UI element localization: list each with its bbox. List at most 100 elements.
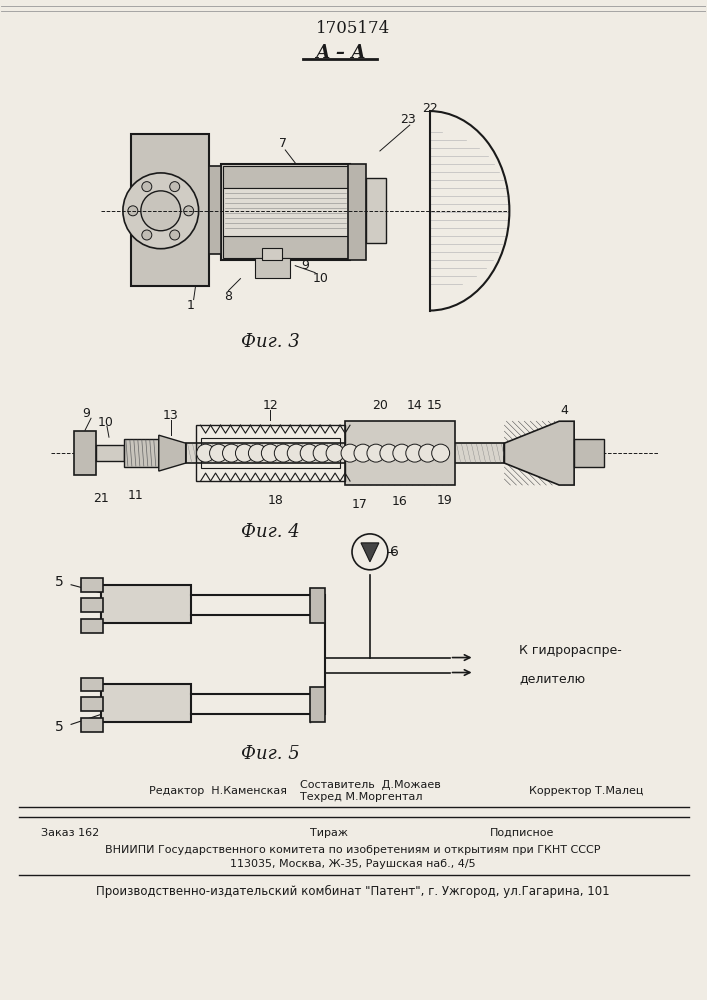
Circle shape bbox=[354, 444, 372, 462]
Text: 5: 5 bbox=[54, 720, 64, 734]
Circle shape bbox=[341, 444, 359, 462]
Text: Заказ 162: Заказ 162 bbox=[41, 828, 100, 838]
Bar bbox=[209, 166, 221, 254]
Circle shape bbox=[197, 444, 214, 462]
Bar bbox=[124, 439, 159, 467]
Polygon shape bbox=[504, 421, 574, 485]
Text: 12: 12 bbox=[262, 399, 278, 412]
Text: 17: 17 bbox=[352, 498, 368, 511]
Text: делителю: делителю bbox=[520, 672, 585, 685]
Bar bbox=[81, 718, 103, 732]
Bar bbox=[223, 166, 348, 188]
Bar bbox=[131, 134, 209, 286]
Circle shape bbox=[128, 206, 138, 216]
Circle shape bbox=[419, 444, 437, 462]
Circle shape bbox=[141, 191, 181, 231]
Text: 7: 7 bbox=[279, 137, 287, 150]
Text: К гидрораспре-: К гидрораспре- bbox=[520, 644, 622, 657]
Bar bbox=[81, 578, 103, 592]
Text: 113035, Москва, Ж-35, Раушская наб., 4/5: 113035, Москва, Ж-35, Раушская наб., 4/5 bbox=[230, 859, 476, 869]
Circle shape bbox=[184, 206, 194, 216]
Circle shape bbox=[142, 182, 152, 192]
Polygon shape bbox=[159, 435, 186, 471]
Text: Фиг. 3: Фиг. 3 bbox=[241, 333, 300, 351]
Text: Тираж: Тираж bbox=[310, 828, 348, 838]
Bar bbox=[574, 439, 604, 467]
Bar bbox=[81, 619, 103, 633]
Text: 23: 23 bbox=[400, 113, 416, 126]
Circle shape bbox=[123, 173, 199, 249]
Bar bbox=[262, 248, 282, 260]
Circle shape bbox=[170, 230, 180, 240]
Bar bbox=[310, 588, 325, 623]
Text: 9: 9 bbox=[82, 407, 90, 420]
Bar bbox=[101, 585, 191, 623]
Bar bbox=[255, 258, 291, 278]
Bar bbox=[223, 188, 348, 236]
Circle shape bbox=[248, 444, 267, 462]
Polygon shape bbox=[361, 543, 379, 562]
Text: 22: 22 bbox=[422, 102, 438, 115]
Bar bbox=[223, 236, 348, 258]
Circle shape bbox=[432, 444, 450, 462]
Text: 15: 15 bbox=[427, 399, 443, 412]
Bar bbox=[366, 178, 386, 243]
Text: Производственно-издательский комбинат "Патент", г. Ужгород, ул.Гагарина, 101: Производственно-издательский комбинат "П… bbox=[96, 885, 610, 898]
Text: 4: 4 bbox=[560, 404, 568, 417]
Bar bbox=[81, 697, 103, 711]
Text: Составитель  Д.Можаев: Составитель Д.Можаев bbox=[300, 780, 441, 790]
Text: 11: 11 bbox=[128, 489, 144, 502]
Bar bbox=[96, 445, 124, 461]
Text: 9: 9 bbox=[301, 259, 309, 272]
Text: 8: 8 bbox=[225, 290, 233, 303]
Bar bbox=[348, 164, 366, 260]
Text: Корректор Т.Малец: Корректор Т.Малец bbox=[530, 786, 643, 796]
Circle shape bbox=[406, 444, 423, 462]
Circle shape bbox=[300, 444, 318, 462]
Circle shape bbox=[274, 444, 292, 462]
Text: 1: 1 bbox=[187, 299, 194, 312]
Circle shape bbox=[326, 444, 344, 462]
Bar bbox=[221, 164, 350, 260]
Text: 1705174: 1705174 bbox=[316, 20, 390, 37]
Bar bbox=[81, 678, 103, 691]
Bar bbox=[196, 425, 345, 481]
Bar bbox=[74, 431, 96, 475]
Circle shape bbox=[235, 444, 253, 462]
Circle shape bbox=[393, 444, 411, 462]
Text: 16: 16 bbox=[392, 495, 408, 508]
Circle shape bbox=[352, 534, 388, 570]
Bar bbox=[345, 421, 455, 485]
Bar bbox=[91, 91, 619, 340]
Text: 20: 20 bbox=[372, 399, 388, 412]
Circle shape bbox=[142, 230, 152, 240]
Circle shape bbox=[170, 182, 180, 192]
Text: А – А: А – А bbox=[315, 44, 366, 62]
Bar bbox=[201, 438, 340, 468]
Circle shape bbox=[367, 444, 385, 462]
Text: Подписное: Подписное bbox=[489, 828, 554, 838]
Text: 10: 10 bbox=[312, 272, 328, 285]
Circle shape bbox=[262, 444, 279, 462]
Circle shape bbox=[223, 444, 240, 462]
Text: 6: 6 bbox=[390, 545, 399, 559]
Bar bbox=[101, 684, 191, 722]
Text: 5: 5 bbox=[54, 575, 64, 589]
Text: 21: 21 bbox=[93, 492, 109, 505]
Text: Фиг. 5: Фиг. 5 bbox=[241, 745, 300, 763]
Text: 14: 14 bbox=[407, 399, 423, 412]
Circle shape bbox=[380, 444, 398, 462]
Circle shape bbox=[287, 444, 305, 462]
Text: 18: 18 bbox=[267, 494, 284, 507]
Text: Фиг. 4: Фиг. 4 bbox=[241, 523, 300, 541]
Bar bbox=[81, 598, 103, 612]
Bar bbox=[186, 443, 504, 463]
Bar bbox=[51, 370, 679, 500]
Text: 13: 13 bbox=[163, 409, 179, 422]
Text: ВНИИПИ Государственного комитета по изобретениям и открытиям при ГКНТ СССР: ВНИИПИ Государственного комитета по изоб… bbox=[105, 845, 601, 855]
Circle shape bbox=[313, 444, 331, 462]
Text: 10: 10 bbox=[98, 416, 114, 429]
Circle shape bbox=[209, 444, 228, 462]
Text: Редактор  Н.Каменская: Редактор Н.Каменская bbox=[148, 786, 287, 796]
Text: Техред М.Моргентал: Техред М.Моргентал bbox=[300, 792, 423, 802]
